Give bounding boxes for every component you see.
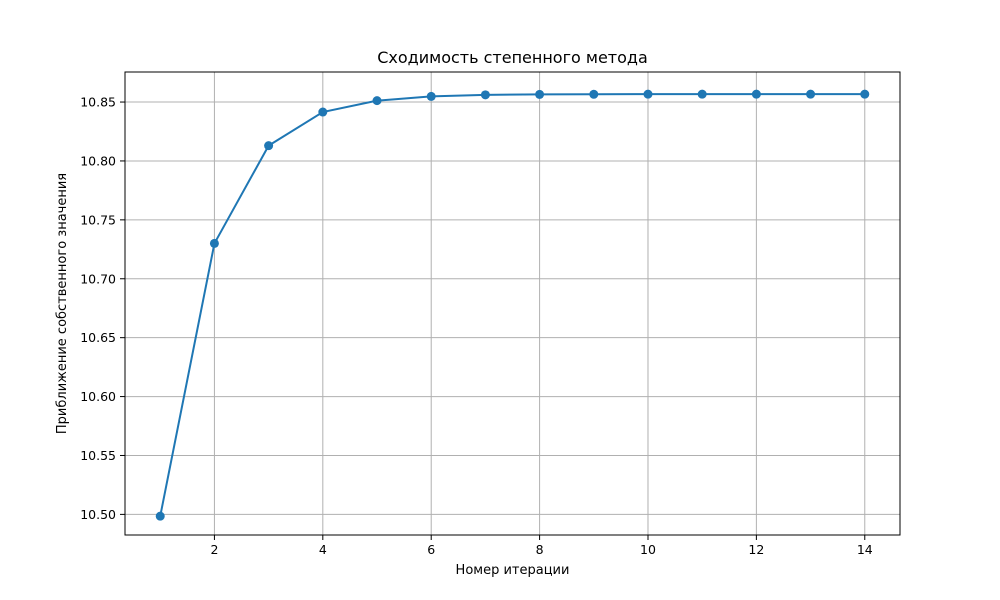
y-tick-label: 10.75 (80, 212, 116, 227)
x-tick-label: 12 (748, 542, 764, 557)
x-tick-label: 6 (427, 542, 435, 557)
grid-layer (125, 72, 900, 535)
x-tick-label: 2 (210, 542, 218, 557)
plot-frame (124, 71, 901, 536)
series-line (159, 93, 865, 517)
x-tick-label: 14 (857, 542, 873, 557)
x-axis-label: Номер итерации (456, 563, 570, 578)
data-point (535, 89, 545, 99)
y-tick-label: 10.80 (80, 153, 116, 168)
data-point (426, 91, 436, 101)
y-tick-label: 10.85 (80, 95, 116, 110)
chart-title: Сходимость степенного метода (377, 48, 648, 67)
y-tick-label: 10.60 (80, 389, 116, 404)
data-point (480, 90, 490, 100)
data-point (589, 89, 599, 99)
y-axis-label: Приближение собственного значения (55, 173, 70, 434)
x-tick-label: 8 (536, 542, 544, 557)
x-tick-label: 10 (640, 542, 656, 557)
data-point (697, 89, 707, 99)
y-tick-label: 10.70 (80, 271, 116, 286)
data-point (860, 89, 870, 99)
data-point (318, 107, 328, 117)
ticks-layer: 2 4 6 8 10 12 14 10.50 10.55 10.60 10.65 10.70 10.75… (80, 95, 873, 557)
series-layer (155, 89, 870, 521)
data-point (372, 96, 382, 106)
data-point (155, 511, 165, 521)
x-tick-label: 4 (319, 542, 327, 557)
data-point (209, 238, 219, 248)
data-point (264, 141, 274, 151)
data-point (806, 89, 816, 99)
y-tick-label: 10.55 (80, 448, 116, 463)
data-point (751, 89, 761, 99)
data-point (643, 89, 653, 99)
y-tick-label: 10.50 (80, 507, 116, 522)
y-tick-label: 10.65 (80, 330, 116, 345)
